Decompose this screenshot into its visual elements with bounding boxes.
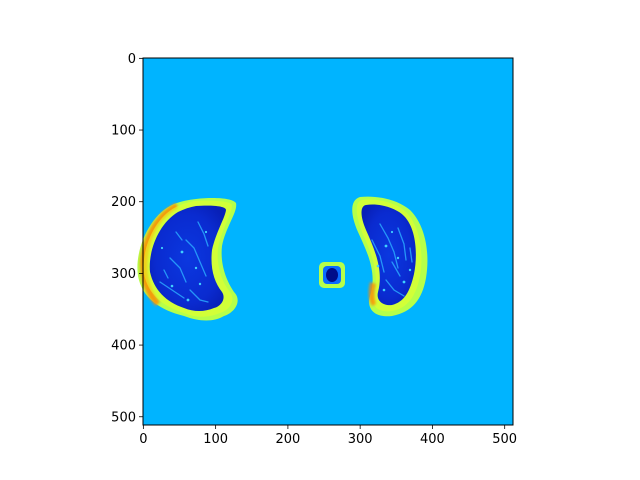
y-tick-label: 400 xyxy=(111,339,136,354)
right-lung-fill xyxy=(361,204,416,306)
trachea-lumen xyxy=(326,268,338,282)
image-frame xyxy=(142,57,514,426)
left-lung-specks xyxy=(160,230,208,302)
y-tick-label: 100 xyxy=(111,124,136,139)
x-tick-label: 200 xyxy=(275,432,300,447)
trachea xyxy=(319,262,345,288)
x-tick-label: 0 xyxy=(139,432,147,447)
x-tick-label: 400 xyxy=(420,432,445,447)
x-tick-label: 300 xyxy=(348,432,373,447)
right-lung-vessels xyxy=(371,223,413,297)
x-axis: 0 100 200 300 400 500 xyxy=(139,425,517,447)
y-axis: 0 100 200 300 400 500 xyxy=(111,52,143,425)
right-lung-specks xyxy=(376,230,412,292)
image-area xyxy=(137,57,514,426)
y-tick-label: 300 xyxy=(111,267,136,282)
left-lung xyxy=(137,198,238,321)
right-lung-edge-highlight xyxy=(368,282,376,306)
y-tick-label: 0 xyxy=(128,52,136,67)
y-tick-label: 500 xyxy=(111,410,136,425)
left-lung-vessels xyxy=(159,221,209,303)
x-tick-label: 500 xyxy=(492,432,517,447)
right-lung xyxy=(352,196,428,317)
y-tick-label: 200 xyxy=(111,195,136,210)
x-tick-label: 100 xyxy=(203,432,228,447)
